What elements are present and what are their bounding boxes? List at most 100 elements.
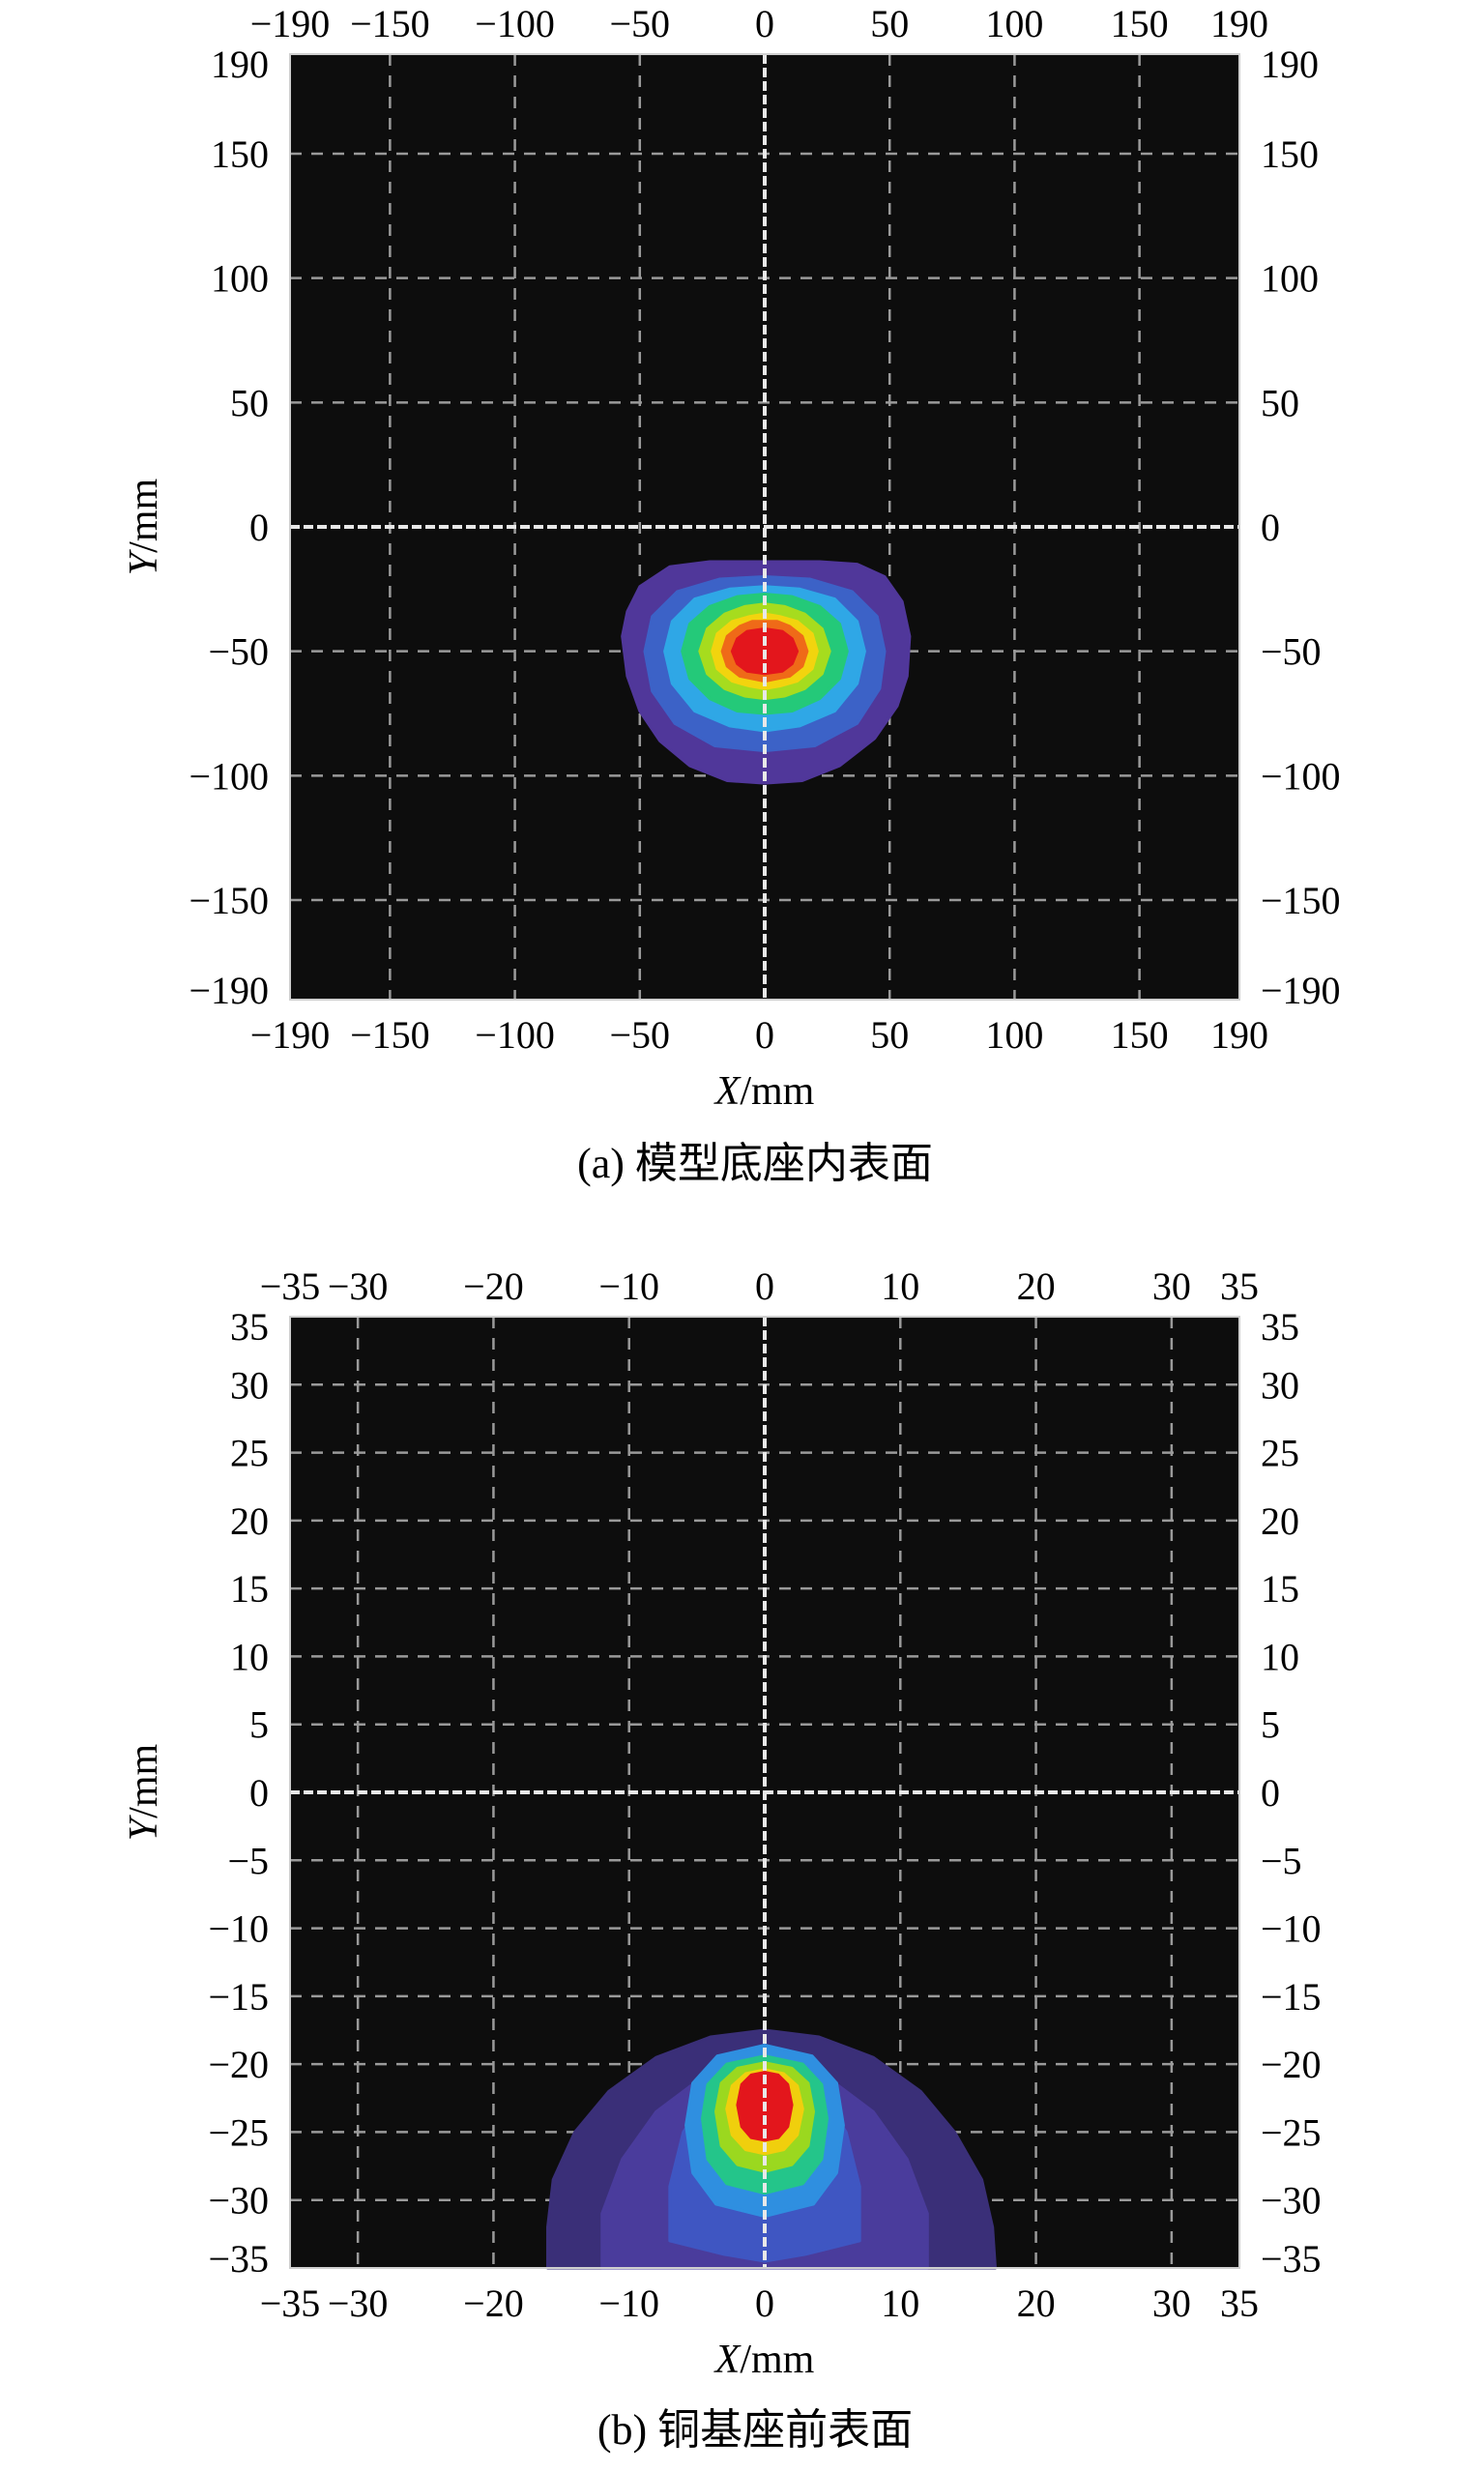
y-tick-label-right: −25 [1261,2110,1322,2154]
y-tick-label-right: −15 [1261,1975,1322,2019]
x-tick-label-bottom: 0 [755,1013,774,1057]
y-axis-label: Y/mm [122,1743,166,1841]
x-tick-label-bottom: 0 [755,2282,774,2325]
x-tick-label-top: −10 [598,1265,659,1308]
y-tick-label-right: 10 [1261,1635,1299,1678]
x-tick-label-bottom: −190 [250,1013,331,1057]
y-tick-label-right: 100 [1261,257,1319,301]
x-tick-label-bottom: −30 [328,2282,389,2325]
panel-b: −35−35−30−30−20−20−10−100010102020303035… [122,1265,1322,2454]
y-tick-label-left: 190 [211,43,269,86]
y-tick-label-left: −25 [208,2110,269,2154]
y-tick-label-right: 35 [1261,1305,1299,1349]
x-tick-label-top: −100 [475,2,555,45]
y-tick-label-right: 50 [1261,381,1299,424]
x-axis-label-variable: X [713,1069,742,1114]
x-tick-label-bottom: 50 [870,1013,909,1057]
y-tick-label-left: 20 [230,1499,269,1543]
y-axis-label-unit: /mm [122,1743,166,1817]
y-tick-label-right: 0 [1261,506,1280,549]
x-tick-label-top: 50 [870,2,909,45]
panel-a: −190−190−150−150−100−100−50−500050501001… [122,2,1341,1187]
y-tick-label-right: 150 [1261,132,1319,176]
y-tick-label-right: 5 [1261,1703,1280,1747]
y-tick-label-right: −35 [1261,2237,1322,2281]
y-tick-label-left: 0 [249,1771,269,1815]
y-tick-label-left: 100 [211,257,269,301]
x-axis-label: X/mm [713,2338,815,2382]
x-tick-label-top: −20 [463,1265,524,1308]
x-tick-label-bottom: −150 [350,1013,430,1057]
x-tick-label-top: −50 [610,2,671,45]
y-tick-label-right: 190 [1261,43,1319,86]
y-tick-label-left: 5 [249,1703,269,1747]
x-tick-label-top: 0 [755,2,774,45]
x-tick-label-top: 30 [1152,1265,1191,1308]
y-tick-label-left: −35 [208,2237,269,2281]
y-tick-label-right: −30 [1261,2179,1322,2223]
y-tick-label-right: 30 [1261,1363,1299,1407]
x-tick-label-bottom: 20 [1017,2282,1056,2325]
y-tick-label-right: 0 [1261,1771,1280,1815]
x-tick-label-top: −35 [260,1265,321,1308]
x-tick-label-top: −150 [350,2,430,45]
y-axis-label-variable: Y [122,1814,166,1841]
heatmap-contours [621,560,912,785]
y-tick-label-left: 0 [249,506,269,549]
x-tick-label-top: 35 [1220,1265,1259,1308]
y-tick-label-left: 150 [211,132,269,176]
x-tick-label-bottom: −100 [475,1013,555,1057]
y-tick-label-left: −15 [208,1975,269,2019]
x-axis-label-variable: X [713,2338,742,2382]
y-tick-label-right: −190 [1261,969,1341,1012]
x-axis-label: X/mm [713,1069,815,1114]
x-axis-label-unit: /mm [740,2338,814,2382]
y-tick-label-right: 15 [1261,1567,1299,1611]
x-tick-label-bottom: −50 [610,1013,671,1057]
x-tick-label-top: 150 [1111,2,1169,45]
y-tick-label-left: −5 [227,1839,269,1882]
y-tick-label-right: −10 [1261,1907,1322,1951]
x-tick-label-top: 10 [881,1265,919,1308]
y-tick-label-left: 10 [230,1635,269,1678]
x-tick-label-bottom: −20 [463,2282,524,2325]
y-tick-label-left: −50 [208,630,269,674]
x-axis-label-unit: /mm [740,1069,814,1114]
y-tick-label-right: 20 [1261,1499,1299,1543]
x-tick-label-bottom: 150 [1111,1013,1169,1057]
panel-caption: (b) 铜基座前表面 [597,2406,913,2454]
x-tick-label-bottom: 190 [1210,1013,1268,1057]
y-axis-label-variable: Y [122,548,166,575]
x-tick-label-top: 0 [755,1265,774,1308]
x-tick-label-top: 190 [1210,2,1268,45]
y-tick-label-right: −150 [1261,879,1341,922]
y-tick-label-left: −190 [189,969,269,1012]
y-tick-label-right: −20 [1261,2043,1322,2086]
y-tick-label-left: 30 [230,1363,269,1407]
y-axis-label: Y/mm [122,478,166,575]
y-tick-label-right: −100 [1261,754,1341,798]
y-tick-label-left: 50 [230,381,269,424]
x-tick-label-bottom: 35 [1220,2282,1259,2325]
x-tick-label-top: 100 [985,2,1043,45]
y-tick-label-left: −100 [189,754,269,798]
x-tick-label-bottom: 10 [881,2282,919,2325]
x-tick-label-bottom: −10 [598,2282,659,2325]
x-tick-label-top: −190 [250,2,331,45]
plot-frame [289,1316,1240,2269]
y-tick-label-right: −50 [1261,630,1322,674]
y-tick-label-left: 35 [230,1305,269,1349]
y-tick-label-right: −5 [1261,1839,1302,1882]
y-axis-label-unit: /mm [122,478,166,552]
panel-caption: (a) 模型底座内表面 [577,1140,933,1187]
y-tick-label-right: 25 [1261,1432,1299,1475]
y-tick-label-left: −30 [208,2179,269,2223]
x-tick-label-bottom: 100 [985,1013,1043,1057]
y-tick-label-left: −10 [208,1907,269,1951]
plot-frame [289,53,1240,1001]
x-tick-label-bottom: −35 [260,2282,321,2325]
x-tick-label-top: −30 [328,1265,389,1308]
y-tick-label-left: 25 [230,1432,269,1475]
y-tick-label-left: −20 [208,2043,269,2086]
